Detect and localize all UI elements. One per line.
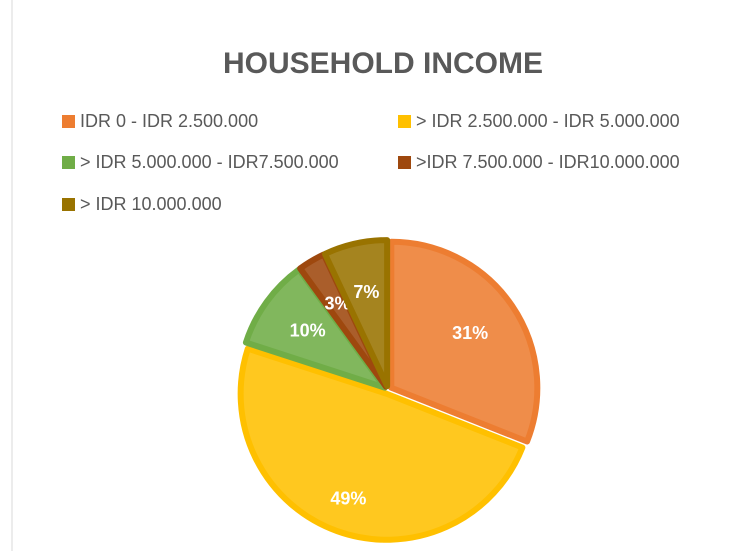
- legend-swatch: [62, 156, 75, 169]
- pie-slice: [321, 237, 391, 390]
- legend-label: > IDR 2.500.000 - IDR 5.000.000: [416, 111, 680, 131]
- legend-swatch: [398, 115, 411, 128]
- data-label: 31%: [452, 323, 488, 343]
- pie-slice: [242, 266, 388, 391]
- legend-label: >IDR 7.500.000 - IDR10.000.000: [416, 152, 680, 172]
- legend-label: IDR 0 - IDR 2.500.000: [80, 111, 258, 131]
- chart-title: HOUSEHOLD INCOME: [223, 47, 543, 80]
- legend-swatch: [398, 156, 411, 169]
- legend-swatch: [62, 198, 75, 211]
- pie-slice: [237, 345, 526, 543]
- data-label: 49%: [330, 489, 366, 509]
- legend-swatch: [62, 115, 75, 128]
- legend-label: > IDR 10.000.000: [80, 194, 222, 214]
- legend-label: > IDR 5.000.000 - IDR7.500.000: [80, 152, 339, 172]
- data-label: 10%: [290, 320, 326, 340]
- data-label: 7%: [353, 282, 379, 302]
- pie-slice: [388, 238, 541, 445]
